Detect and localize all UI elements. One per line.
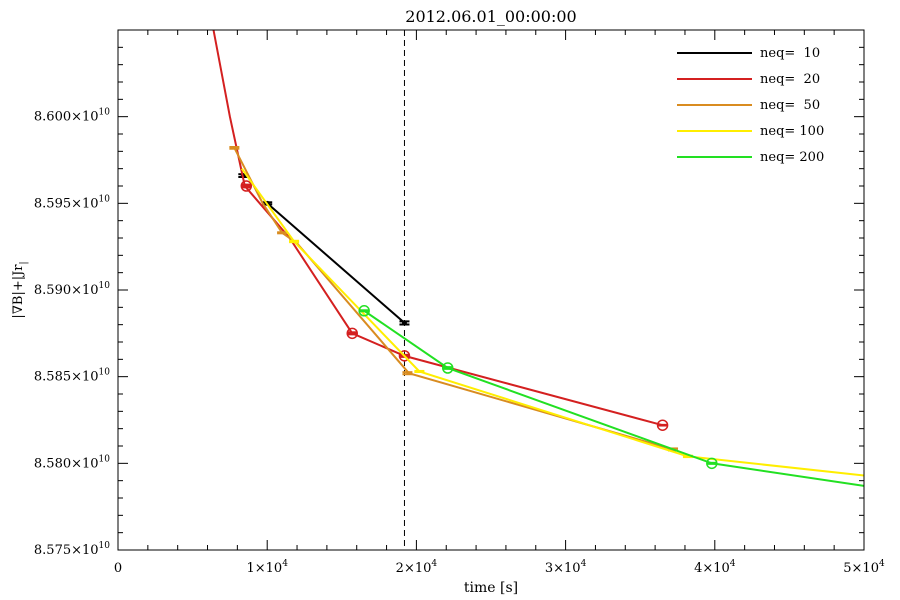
series-0: [238, 173, 410, 326]
legend-label: neq= 10: [760, 46, 820, 61]
data-point: [441, 362, 454, 374]
legend-item: neq= 50: [677, 98, 820, 113]
series-line: [363, 309, 864, 487]
legend: neq= 10 neq= 20 neq= 50 neq= 100 neq= 200: [677, 46, 824, 165]
x-tick-label: 3×104: [545, 559, 587, 576]
y-tick-label: 8.595×1010: [34, 194, 110, 211]
legend-label: neq= 50: [760, 98, 820, 113]
legend-label: neq= 20: [760, 72, 820, 87]
plot-frame: [117, 29, 865, 551]
x-axis-label: time [s]: [464, 580, 518, 596]
data-point: [277, 231, 288, 235]
series-4: [358, 305, 864, 487]
data-point: [346, 327, 358, 340]
y-tick-label: 8.575×1010: [34, 541, 110, 558]
data-point: [656, 419, 669, 431]
series-line: [233, 147, 674, 451]
y-tick-label: 8.585×1010: [34, 368, 110, 385]
legend-label: neq= 100: [760, 124, 824, 139]
x-tick-label: 2×104: [396, 559, 438, 576]
data-point: [414, 369, 425, 373]
x-tick-label: 4×104: [694, 559, 736, 576]
y-tick-label: 8.590×1010: [34, 281, 110, 298]
x-tick-label: 0: [114, 561, 122, 576]
legend-item: neq= 10: [677, 46, 820, 61]
legend-label: neq= 200: [760, 150, 824, 165]
y-axis-label: |∇B|+|Jr|: [11, 261, 29, 318]
x-tick-label: 5×104: [843, 559, 885, 576]
chart-title: 2012.06.01_00:00:00: [405, 7, 576, 26]
y-tick-label: 8.580×1010: [34, 454, 110, 471]
series-2: [229, 146, 679, 452]
legend-item: neq= 100: [677, 124, 824, 139]
data-point: [289, 239, 300, 244]
legend-item: neq= 20: [677, 72, 820, 87]
data-point: [358, 305, 370, 317]
series-1: [212, 30, 669, 431]
series-line: [212, 30, 663, 427]
series-line: [266, 202, 406, 324]
data-point: [399, 320, 410, 326]
series-line: [240, 168, 864, 477]
y-tick-label: 8.600×1010: [34, 108, 110, 125]
data-point: [706, 457, 718, 470]
data-point: [402, 371, 413, 376]
legend-item: neq= 200: [677, 150, 824, 165]
data-point: [240, 180, 253, 192]
series-3: [240, 168, 864, 477]
x-tick-label: 1×104: [246, 559, 288, 576]
data-point: [229, 146, 240, 150]
